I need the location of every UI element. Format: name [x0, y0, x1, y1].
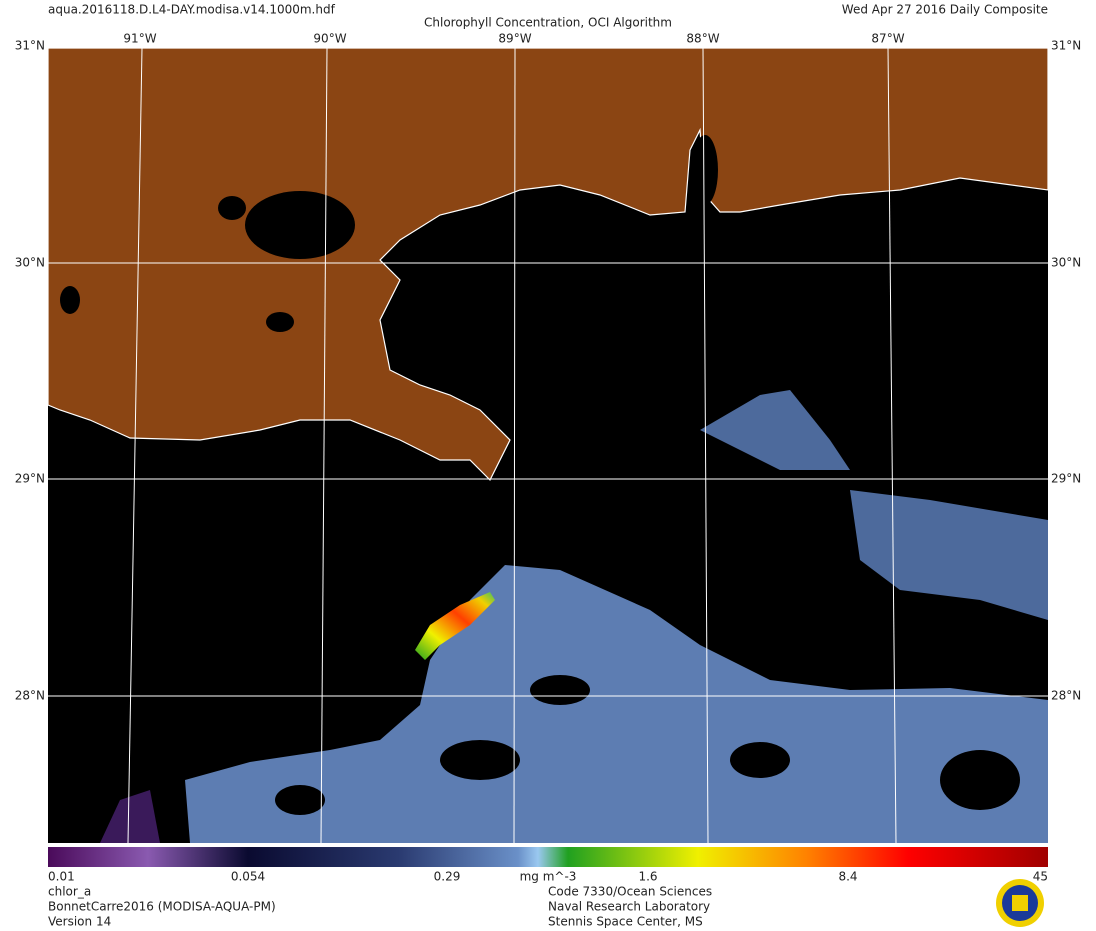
- low-chlorophyll: [100, 790, 160, 843]
- longitude-label: 91°W: [123, 32, 156, 46]
- colorbar-label: 8.4: [838, 870, 857, 884]
- latitude-label: 31°N: [15, 39, 45, 53]
- colorbar: [48, 847, 1048, 867]
- latitude-label: 30°N: [15, 256, 45, 270]
- longitude-label: 88°W: [686, 32, 719, 46]
- date: Wed Apr 27 2016 Daily Composite: [842, 3, 1048, 17]
- longitude-label: 89°W: [498, 32, 531, 46]
- footer-center: Code 7330/Ocean Sciences: [548, 885, 712, 899]
- colorbar-label: 45: [1033, 870, 1048, 884]
- colorbar-label: 0.29: [434, 870, 461, 884]
- longitude-label: 90°W: [313, 32, 346, 46]
- latitude-label: 28°N: [15, 689, 45, 703]
- title: Chlorophyll Concentration, OCI Algorithm: [424, 16, 672, 30]
- footer-center: Stennis Space Center, MS: [548, 915, 703, 929]
- colorbar-units: mg m^-3: [520, 870, 577, 884]
- bloom: [415, 592, 495, 660]
- latitude-label: 31°N: [1051, 39, 1081, 53]
- footer-left: chlor_a: [48, 885, 91, 899]
- cloud-gaps: [275, 675, 1020, 815]
- footer-left: Version 14: [48, 915, 111, 929]
- land: [47, 47, 1049, 482]
- map-area: [47, 47, 1049, 844]
- colorbar-label: 1.6: [638, 870, 657, 884]
- colorbar-label: 0.054: [231, 870, 265, 884]
- filename: aqua.2016118.D.L4-DAY.modisa.v14.1000m.h…: [48, 3, 336, 17]
- chlorophyll-plume: [850, 490, 1048, 620]
- latitude-label: 30°N: [1051, 256, 1081, 270]
- footer-center: Naval Research Laboratory: [548, 900, 710, 914]
- latitude-label: 29°N: [1051, 472, 1081, 486]
- logo: [996, 879, 1044, 927]
- graticule: [48, 47, 1048, 844]
- latitude-label: 28°N: [1051, 689, 1081, 703]
- chlorophyll-plume: [185, 565, 1048, 843]
- longitude-label: 87°W: [871, 32, 904, 46]
- colorbar-label: 0.01: [48, 870, 75, 884]
- chlorophyll-plume: [700, 390, 850, 470]
- lakes: [60, 135, 718, 332]
- footer-left: BonnetCarre2016 (MODISA-AQUA-PM): [48, 900, 276, 914]
- latitude-label: 29°N: [15, 472, 45, 486]
